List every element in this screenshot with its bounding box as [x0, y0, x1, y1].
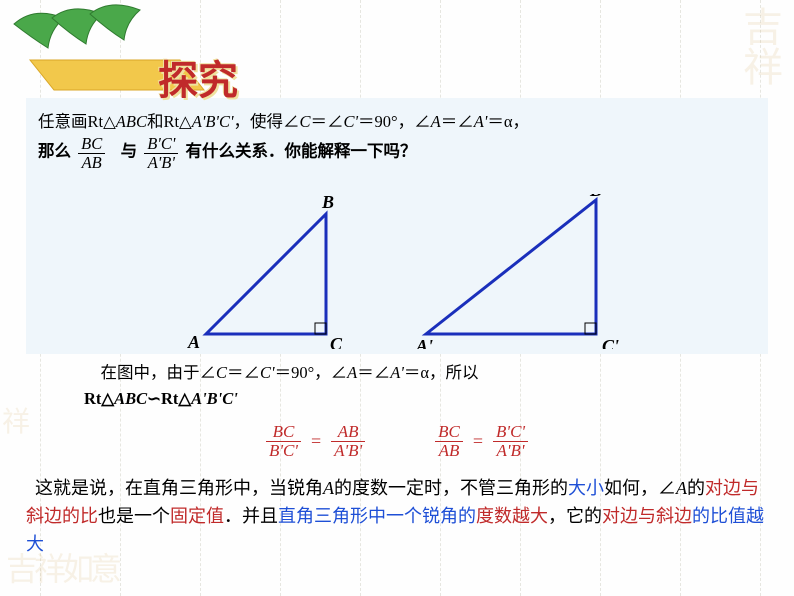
numerator: AB	[331, 423, 365, 442]
triangle-label: A'B'C'	[191, 389, 238, 408]
highlight-red: 固定值	[170, 506, 224, 526]
var: A'	[390, 363, 404, 382]
var: C'	[260, 363, 275, 382]
text: 任意画Rt△	[38, 112, 116, 131]
numerator: BC	[266, 423, 301, 442]
numerator: B'C'	[493, 423, 528, 442]
text-bold	[112, 142, 120, 161]
text: ＝∠	[357, 363, 390, 382]
svg-text:A: A	[187, 332, 200, 349]
denominator: A'B'	[144, 154, 178, 171]
text: ．并且	[224, 506, 278, 526]
var: C	[216, 363, 227, 382]
text: ＝90°，	[358, 112, 414, 131]
similar-symbol: ∽	[147, 389, 161, 408]
denominator: B'C'	[266, 442, 301, 460]
fraction: BCAB	[78, 135, 105, 171]
problem-text: 任意画Rt△ABC和Rt△A'B'C'，使得∠C＝∠C'＝90°，∠A＝∠A'＝…	[38, 108, 756, 171]
highlight-blue: 大小	[568, 478, 604, 498]
highlight-red: 对边与斜边	[602, 506, 692, 526]
equals: =	[473, 431, 483, 452]
svg-text:C': C'	[602, 336, 619, 349]
denominator: AB	[78, 154, 105, 171]
numerator: BC	[78, 135, 105, 153]
text: Rt△	[161, 389, 191, 408]
section-title: 探究	[158, 48, 238, 106]
text: 如何，∠	[604, 478, 676, 498]
var: A'	[474, 112, 488, 131]
text: ∠	[414, 112, 431, 131]
triangle-label: ABC	[116, 112, 147, 131]
text-bold: 那么	[38, 142, 71, 161]
text: ＝∠	[441, 112, 474, 131]
text: ，使得∠	[233, 112, 299, 131]
text: 和Rt△	[147, 112, 192, 131]
triangle-label: ABC	[114, 389, 147, 408]
var: A	[431, 112, 441, 131]
svg-text:C: C	[330, 334, 343, 349]
numerator: BC	[435, 423, 463, 442]
problem-box: 任意画Rt△ABC和Rt△A'B'C'，使得∠C＝∠C'＝90°，∠A＝∠A'＝…	[26, 98, 768, 354]
text: ＝90°，∠	[275, 363, 348, 382]
text: ＝∠	[227, 363, 260, 382]
text: ＝α，所以	[404, 363, 479, 382]
var: A	[323, 478, 334, 498]
highlight-blue: 直角三角形中一个锐角的	[278, 506, 476, 526]
text: ＝∠	[311, 112, 344, 131]
var: A	[347, 363, 357, 382]
triangle-diagram: A B C A' B' C'	[176, 194, 656, 349]
text-bold: 有什么关系．你能解释一下吗？	[186, 142, 417, 161]
fraction: BCB'C'	[266, 423, 301, 460]
var: C	[299, 112, 310, 131]
conclusion-text: 这就是说，在直角三角形中，当锐角A的度数一定时，不管三角形的大小如何，∠A的对边…	[26, 475, 768, 559]
text: 这就是说，在直角三角形中，当锐角	[35, 478, 323, 498]
explanation-text: 在图中，由于∠C＝∠C'＝90°，∠A＝∠A'＝α，所以 Rt△ABC∽Rt△A…	[84, 360, 768, 413]
var: C'	[344, 112, 359, 131]
equals: =	[311, 431, 321, 452]
text: Rt△	[84, 389, 114, 408]
svg-text:B': B'	[589, 194, 607, 200]
fraction: ABA'B'	[331, 423, 365, 460]
highlight-red: 度数越大	[476, 506, 548, 526]
text-bold: 与	[121, 142, 138, 161]
fraction: B'C'A'B'	[144, 135, 178, 171]
fraction: B'C'A'B'	[493, 423, 528, 460]
text: 在图中，由于∠	[101, 363, 217, 382]
text: ＝α，	[487, 112, 529, 131]
denominator: A'B'	[331, 442, 365, 460]
numerator: B'C'	[144, 135, 178, 153]
var: A	[676, 478, 687, 498]
text: 也是一个	[98, 506, 170, 526]
svg-text:A': A'	[415, 336, 433, 349]
text: 的	[687, 478, 705, 498]
text: ，它的	[548, 506, 602, 526]
text: 的度数一定时，不管三角形的	[334, 478, 568, 498]
equation-row: BCB'C' = ABA'B' BCAB = B'C'A'B'	[26, 423, 768, 460]
fraction: BCAB	[435, 423, 463, 460]
denominator: A'B'	[493, 442, 528, 460]
svg-text:B: B	[321, 194, 334, 212]
triangle-label: A'B'C'	[192, 112, 234, 131]
denominator: AB	[435, 442, 463, 460]
